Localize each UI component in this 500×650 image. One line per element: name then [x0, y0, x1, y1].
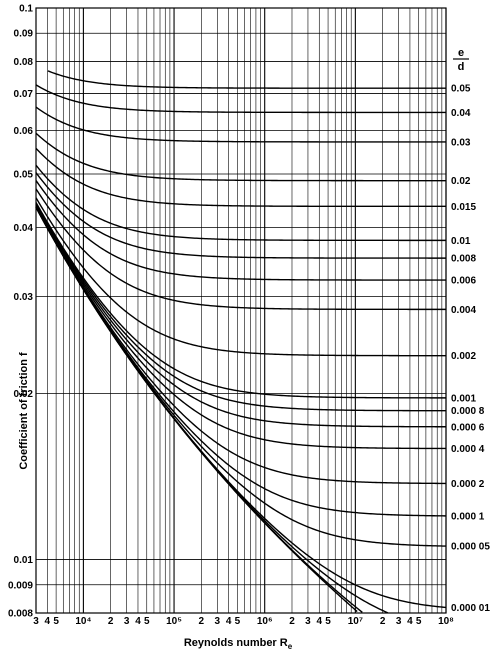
x-tick-label: 10⁸: [438, 616, 454, 627]
x-tick-label: 10⁵: [166, 616, 182, 627]
friction-curve: [35, 84, 446, 114]
friction-curve: [35, 203, 446, 412]
friction-curve: [35, 172, 446, 259]
x-tick-label: 4: [135, 616, 141, 627]
roughness-label: 0.05: [451, 84, 471, 95]
roughness-label: 0.000 1: [451, 511, 485, 522]
x-tick-label: 2: [199, 616, 205, 627]
x-tick-label: 3: [396, 616, 402, 627]
friction-curve: [35, 197, 446, 357]
roughness-label: 0.015: [451, 202, 476, 213]
y-tick-label: 0.08: [14, 57, 34, 68]
roughness-label: 0.02: [451, 176, 471, 187]
friction-curve: [35, 204, 447, 450]
roughness-label: 0.000 8: [451, 406, 485, 417]
roughness-title-numerator: e: [458, 47, 464, 59]
roughness-label: 0.03: [451, 137, 471, 148]
x-tick-label: 2: [380, 616, 386, 627]
roughness-label: 0.001: [451, 393, 476, 404]
x-tick-labels: 3 4 5 10⁴ 2 3 4 5 10⁵ 2 3 4 5 10⁶ 2 3 4 5 10⁷ 2 3 4 5 10⁸: [33, 616, 454, 627]
x-tick-label: 3: [305, 616, 311, 627]
roughness-label: 0.01: [451, 236, 471, 247]
x-tick-label: 2: [108, 616, 114, 627]
friction-curves: [35, 70, 447, 614]
friction-curve: [35, 206, 447, 609]
friction-curve: [35, 132, 446, 182]
y-tick-label: 0.09: [14, 29, 34, 40]
friction-curve: [35, 180, 446, 281]
x-tick-label: 4: [226, 616, 232, 627]
friction-curve: [35, 206, 358, 613]
friction-curve: [35, 164, 446, 242]
roughness-label: 0.004: [451, 305, 476, 316]
y-tick-label: 0.03: [14, 292, 34, 303]
x-tick-label: 3: [215, 616, 221, 627]
y-tick-labels: 0.1 0.09 0.08 0.07 0.06 0.05 0.04 0.03 0.02 0.01 0…: [8, 4, 33, 620]
roughness-label: 0.000 4: [451, 444, 485, 455]
friction-curve: [35, 204, 446, 428]
y-tick-label: 0.04: [14, 223, 34, 234]
friction-curve: [35, 106, 446, 143]
roughness-labels: 0.05 0.04 0.03 0.02 0.015 0.01 0.008 0.006 0.004…: [451, 84, 490, 614]
x-tick-label: 5: [325, 616, 331, 627]
x-tick-label: 5: [416, 616, 422, 627]
roughness-label: 0.000 2: [451, 479, 485, 490]
x-tick-label: 4: [407, 616, 413, 627]
friction-curve: [35, 188, 446, 311]
x-tick-label: 2: [289, 616, 295, 627]
y-tick-label: 0.05: [14, 170, 34, 181]
y-tick-label: 0.1: [19, 4, 33, 15]
x-tick-label: 5: [235, 616, 241, 627]
y-tick-label: 0.02: [14, 389, 34, 400]
x-tick-label: 5: [53, 616, 59, 627]
x-tick-label: 4: [316, 616, 322, 627]
y-tick-label: 0.01: [14, 555, 34, 566]
x-axis-title-subscript: e: [288, 642, 293, 650]
plot-frame: [35, 7, 447, 614]
roughness-label: 0.000 01: [451, 603, 490, 614]
roughness-label: 0.000 05: [451, 542, 490, 553]
roughness-title-denominator: d: [458, 61, 465, 73]
x-axis-title: Reynolds number Re: [184, 637, 293, 650]
friction-curve: [35, 206, 447, 517]
roughness-label: 0.002: [451, 351, 476, 362]
x-tick-label: 10⁷: [348, 616, 363, 627]
roughness-label: 0.04: [451, 108, 471, 119]
friction-curve: [35, 147, 446, 208]
x-tick-label: 5: [144, 616, 150, 627]
y-axis-title: Coefficient of friction f: [18, 352, 30, 470]
x-tick-label: 4: [45, 616, 51, 627]
y-tick-label: 0.07: [14, 89, 34, 100]
y-tick-label: 0.06: [14, 126, 34, 137]
x-tick-label: 10⁴: [75, 616, 91, 627]
grid-lines: [35, 7, 447, 614]
roughness-label: 0.006: [451, 276, 476, 287]
roughness-label: 0.008: [451, 254, 476, 265]
y-tick-label: 0.008: [8, 609, 33, 620]
x-axis-title-main: Reynolds number R: [184, 637, 288, 649]
y-tick-label: 0.009: [8, 580, 33, 591]
friction-curve: [35, 205, 447, 485]
x-tick-label: 3: [33, 616, 39, 627]
roughness-label: 0.000 6: [451, 422, 485, 433]
x-tick-label: 10⁶: [257, 616, 273, 627]
friction-curve: [47, 70, 446, 89]
friction-curve: [35, 202, 446, 399]
x-tick-label: 3: [124, 616, 130, 627]
